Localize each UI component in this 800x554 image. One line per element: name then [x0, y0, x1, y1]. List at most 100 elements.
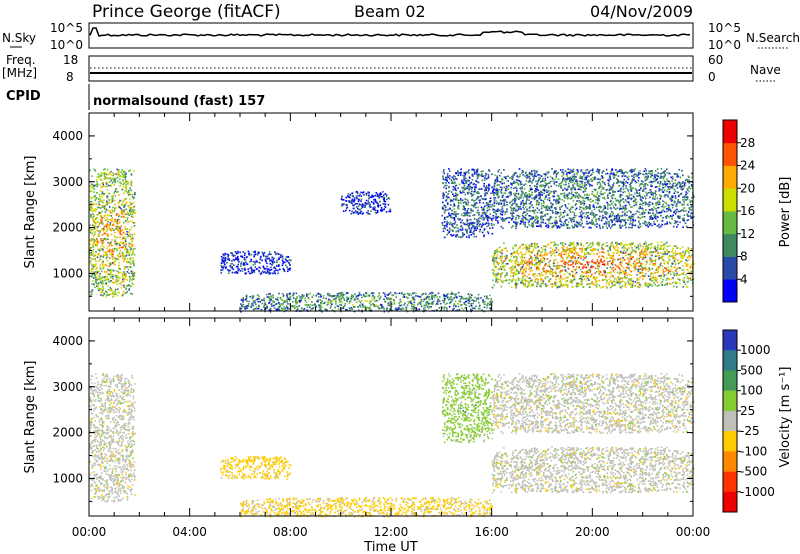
heat-pixel [580, 268, 582, 271]
heat-pixel [605, 279, 608, 281]
heat-pixel [98, 278, 100, 280]
heat-pixel [335, 303, 337, 305]
heat-pixel [376, 195, 379, 197]
heat-pixel [592, 283, 595, 285]
heat-pixel [231, 254, 234, 256]
heat-pixel [483, 182, 485, 185]
heat-pixel [642, 253, 645, 256]
heat-pixel [422, 300, 424, 303]
heat-pixel [470, 192, 473, 195]
heat-pixel [540, 279, 542, 282]
heat-pixel [96, 242, 99, 244]
heat-pixel [129, 210, 131, 212]
heat-pixel [122, 215, 125, 218]
heat-pixel [481, 224, 483, 227]
heat-pixel [93, 221, 95, 223]
heat-pixel [112, 256, 115, 258]
heat-pixel [93, 168, 96, 170]
heat-pixel [505, 279, 508, 281]
heat-pixel [133, 209, 136, 211]
heat-pixel [577, 254, 580, 257]
heat-pixel [125, 243, 127, 245]
heat-pixel [402, 294, 405, 296]
heat-pixel [94, 225, 97, 228]
heat-pixel [230, 266, 232, 268]
heat-pixel [441, 206, 444, 208]
heat-pixel [92, 215, 95, 218]
heat-pixel [101, 210, 103, 213]
heat-pixel [107, 235, 110, 237]
heat-pixel [623, 267, 625, 269]
heat-pixel [105, 185, 107, 188]
heat-pixel [681, 257, 684, 259]
heat-pixel [105, 233, 108, 235]
heat-pixel [610, 271, 612, 274]
heat-pixel [126, 285, 128, 287]
heat-pixel [457, 174, 459, 176]
heat-pixel [496, 261, 499, 264]
heat-pixel [106, 255, 109, 258]
heat-pixel [133, 253, 136, 256]
heat-pixel [276, 259, 278, 261]
heat-pixel [231, 267, 233, 269]
heat-pixel [548, 271, 551, 274]
heat-pixel [368, 191, 370, 194]
heat-pixel [117, 243, 119, 245]
heat-pixel [486, 307, 488, 309]
heat-pixel [342, 204, 344, 206]
heat-pixel [483, 185, 485, 187]
heat-pixel [521, 169, 524, 172]
heat-pixel [270, 309, 272, 312]
heat-pixel [482, 223, 485, 226]
heat-pixel [521, 260, 524, 263]
heat-pixel [598, 244, 600, 247]
heat-pixel [239, 251, 241, 254]
heat-pixel [675, 270, 678, 272]
heat-pixel [483, 303, 486, 305]
heat-pixel [658, 284, 660, 286]
heat-pixel [619, 268, 621, 271]
heat-pixel [575, 268, 577, 270]
freq-label-unit: [MHz] [2, 66, 37, 80]
heat-pixel [457, 217, 459, 220]
heat-pixel [95, 268, 97, 270]
heat-pixel [253, 269, 256, 272]
heat-pixel [562, 245, 565, 247]
heat-pixel [419, 301, 421, 304]
heat-pixel [516, 268, 518, 271]
heat-pixel [343, 203, 345, 205]
heat-pixel [232, 268, 235, 270]
heat-pixel [263, 255, 265, 258]
heat-pixel [605, 241, 608, 244]
heat-pixel [537, 282, 539, 285]
heat-pixel [317, 292, 320, 295]
heat-pixel [622, 270, 624, 272]
heat-pixel [356, 301, 358, 303]
heat-pixel [465, 181, 467, 183]
heat-pixel [133, 225, 136, 227]
heat-pixel [96, 279, 98, 281]
sky-right-tick-bottom: 10^0 [708, 38, 741, 52]
heat-pixel [625, 243, 627, 246]
heat-pixel [607, 250, 609, 252]
heat-pixel [595, 271, 598, 273]
heat-pixel [106, 200, 108, 203]
heat-pixel [350, 201, 352, 203]
heat-pixel [379, 204, 382, 207]
heat-pixel [380, 305, 383, 308]
heat-pixel [380, 208, 383, 211]
heat-pixel [487, 187, 489, 189]
heat-pixel [533, 243, 536, 245]
heat-pixel [482, 175, 484, 177]
heat-pixel [459, 192, 462, 194]
heat-pixel [271, 305, 273, 307]
heat-pixel [269, 307, 272, 310]
heat-pixel [591, 258, 594, 261]
heat-pixel [369, 196, 372, 199]
heat-pixel [601, 247, 604, 249]
heat-pixel [555, 281, 558, 284]
heat-pixel [459, 228, 461, 231]
heat-pixel [266, 255, 269, 258]
heat-pixel [286, 299, 288, 301]
heat-pixel [119, 236, 121, 238]
